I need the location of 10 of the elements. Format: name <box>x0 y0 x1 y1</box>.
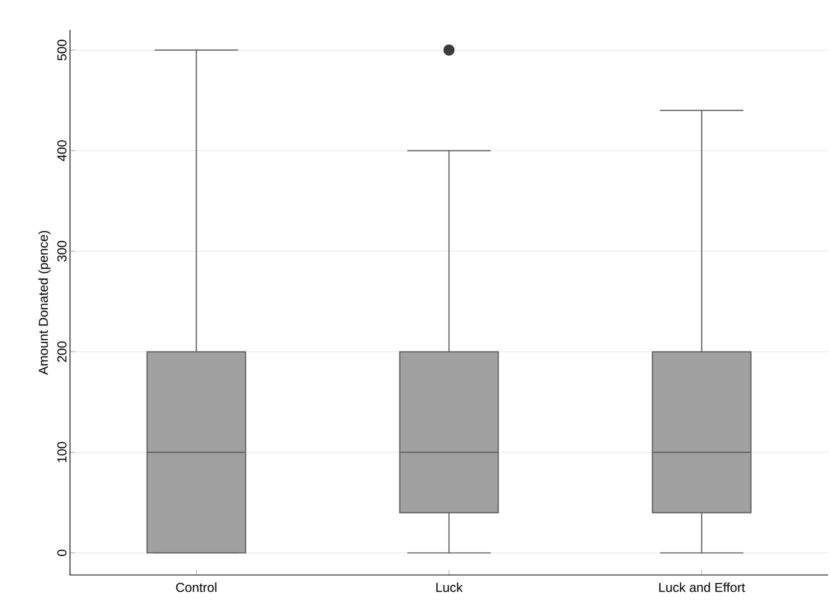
y-tick-label: 400 <box>57 140 66 162</box>
x-tick-label: Luck <box>436 582 463 592</box>
x-tick-label: Control <box>176 582 216 592</box>
y-tick-label: 300 <box>57 240 66 262</box>
y-tick-label: 0 <box>57 550 66 556</box>
y-axis-title: Amount Donated (pence) <box>38 230 50 375</box>
y-tick-label: 200 <box>57 341 66 362</box>
x-tick-label: Luck and Effort <box>659 582 746 592</box>
y-tick-label: 100 <box>57 442 66 462</box>
y-tick-label: 500 <box>57 40 66 60</box>
